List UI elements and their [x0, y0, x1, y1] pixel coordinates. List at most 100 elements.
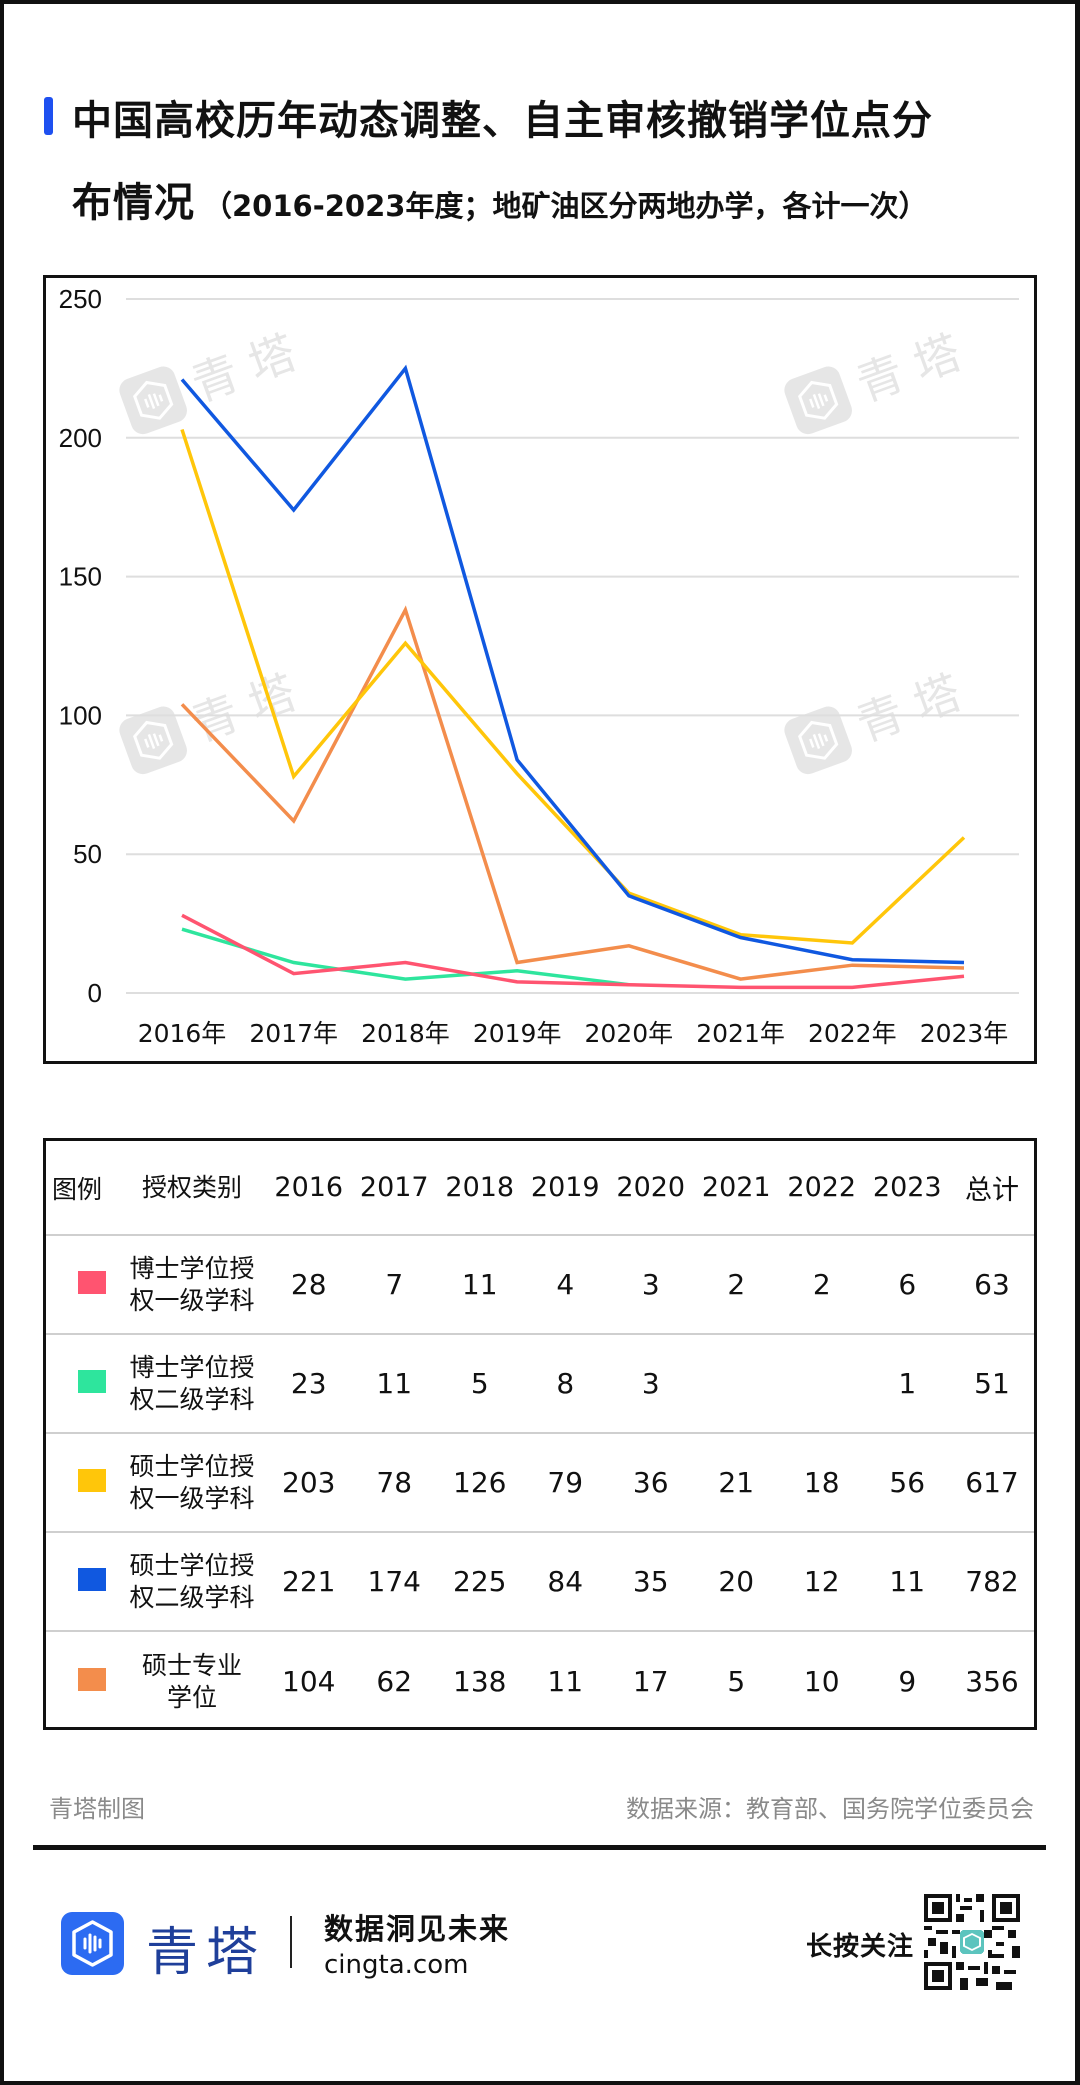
category-line-1: 硕士学位授	[129, 1451, 255, 1481]
year-value: 126	[453, 1466, 507, 1499]
category-line-2: 权二级学科	[129, 1384, 255, 1414]
series-line	[181, 913, 965, 990]
x-axis-tick: 2019年	[473, 1019, 562, 1048]
legend-swatch-cell	[46, 1565, 118, 1598]
category-line-1: 硕士专业	[141, 1650, 242, 1680]
svg-text:青塔: 青塔	[850, 660, 981, 752]
category-label: 博士学位授 权二级学科	[118, 1352, 266, 1416]
y-axis-tick: 100	[59, 700, 102, 730]
header-year: 2023	[872, 1172, 942, 1203]
page-subtitle: （2016-2023年度；地矿油区分两地办学，各计一次）	[203, 189, 928, 223]
year-value: 225	[453, 1565, 507, 1598]
year-value: 28	[290, 1268, 327, 1301]
category-line-1: 博士学位授	[129, 1352, 255, 1382]
category-line-2: 权二级学科	[129, 1582, 255, 1612]
series-line	[180, 428, 966, 945]
year-value: 203	[282, 1466, 336, 1499]
year-value: 18	[803, 1466, 840, 1499]
year-value: 104	[282, 1665, 336, 1698]
year-value: 8	[556, 1367, 575, 1400]
legend-swatch-cell	[46, 1268, 118, 1301]
category-label: 硕士专业 学位	[118, 1650, 266, 1714]
legend-swatch-cell	[46, 1466, 118, 1499]
year-value: 56	[889, 1466, 926, 1499]
total-value: 617	[965, 1466, 1019, 1499]
header-total: 总计	[965, 1175, 1019, 1206]
header-category: 授权类别	[141, 1172, 242, 1202]
data-table: 图例 授权类别 2016 2017 2018 2019 2020 2021 20…	[43, 1138, 1037, 1730]
year-value: 23	[290, 1367, 327, 1400]
header-year: 2021	[701, 1172, 771, 1203]
year-value: 12	[803, 1565, 840, 1598]
year-value: 11	[461, 1268, 498, 1301]
line-chart: 青塔 青塔 青塔 青塔 0 50 100 150 200 250 2016年 2017年 2018年 20…	[43, 275, 1037, 1064]
brand-name: 青塔	[146, 1923, 267, 1983]
year-value: 3	[641, 1367, 660, 1400]
table-row: 博士学位授 权一级学科 28 7 11 4 3 2 2 6 63	[46, 1236, 1034, 1335]
legend-swatch-cell	[46, 1665, 118, 1698]
y-axis-tick: 0	[88, 978, 102, 1008]
category-label: 博士学位授 权一级学科	[118, 1253, 266, 1317]
year-value: 5	[727, 1665, 746, 1698]
total-value: 356	[965, 1665, 1019, 1698]
table-row: 硕士专业 学位 104 62 138 11 17 5 10 9 356	[46, 1632, 1034, 1731]
page-title-continued: 布情况 （2016-2023年度；地矿油区分两地办学，各计一次）	[72, 170, 927, 228]
table-header-row: 图例 授权类别 2016 2017 2018 2019 2020 2021 20…	[46, 1141, 1034, 1236]
total-value: 51	[974, 1367, 1010, 1400]
year-value: 6	[898, 1268, 917, 1301]
divider	[33, 1845, 1046, 1850]
category-label: 硕士学位授 权二级学科	[118, 1550, 266, 1614]
y-axis-tick: 50	[73, 839, 102, 869]
brand-divider	[290, 1916, 292, 1968]
year-value: 10	[803, 1665, 840, 1698]
watermark-logo-icon: 青塔	[119, 660, 316, 775]
svg-text:青塔: 青塔	[185, 660, 316, 752]
series-line	[180, 605, 965, 981]
x-axis-tick: 2022年	[808, 1019, 897, 1048]
qr-code-icon[interactable]	[924, 1894, 1020, 1990]
legend-swatch-cell	[46, 1367, 118, 1400]
table-row: 硕士学位授 权一级学科 203 78 126 79 36 21 18 56 617	[46, 1434, 1034, 1533]
year-value: 3	[641, 1268, 660, 1301]
table-row: 硕士学位授 权二级学科 221 174 225 84 35 20 12 11 782	[46, 1533, 1034, 1632]
x-axis-tick: 2020年	[585, 1019, 674, 1048]
category-line-2: 权一级学科	[129, 1483, 255, 1513]
year-value: 2	[812, 1268, 831, 1301]
y-axis-tick: 200	[59, 423, 102, 453]
year-value: 174	[367, 1565, 421, 1598]
total-value: 782	[965, 1565, 1019, 1598]
svg-text:青塔: 青塔	[185, 320, 316, 412]
header-year: 2020	[616, 1172, 686, 1203]
year-value: 11	[376, 1367, 413, 1400]
year-value: 221	[282, 1565, 336, 1598]
header-legend: 图例	[52, 1174, 103, 1204]
y-axis-tick: 250	[59, 284, 102, 314]
legend-swatch	[78, 1271, 106, 1294]
x-axis-tick: 2018年	[361, 1019, 450, 1048]
year-value: 5	[470, 1367, 489, 1400]
year-value: 20	[718, 1565, 755, 1598]
cingta-logo-icon	[61, 1912, 124, 1975]
table-row: 博士学位授 权二级学科 23 11 5 8 3 1 51	[46, 1335, 1034, 1434]
x-axis-tick: 2017年	[249, 1019, 338, 1048]
year-value: 9	[898, 1665, 917, 1698]
page-title-tail: 布情况	[72, 180, 195, 226]
legend-swatch	[78, 1469, 106, 1492]
year-value: 79	[547, 1466, 584, 1499]
year-value: 2	[727, 1268, 746, 1301]
legend-swatch	[78, 1668, 106, 1691]
year-value: 35	[632, 1565, 669, 1598]
year-value: 138	[453, 1665, 507, 1698]
series-line	[180, 364, 965, 965]
category-label: 硕士学位授 权一级学科	[118, 1451, 266, 1515]
category-line-2: 学位	[166, 1682, 217, 1712]
category-line-2: 权一级学科	[129, 1285, 255, 1315]
watermark-logo-icon: 青塔	[784, 660, 981, 775]
header-year: 2019	[530, 1172, 600, 1203]
y-axis-tick: 150	[59, 562, 102, 592]
year-value: 78	[376, 1466, 413, 1499]
year-value: 1	[898, 1367, 917, 1400]
svg-text:青塔: 青塔	[850, 320, 981, 412]
year-value: 17	[632, 1665, 669, 1698]
brand-website: cingta.com	[324, 1950, 469, 1980]
